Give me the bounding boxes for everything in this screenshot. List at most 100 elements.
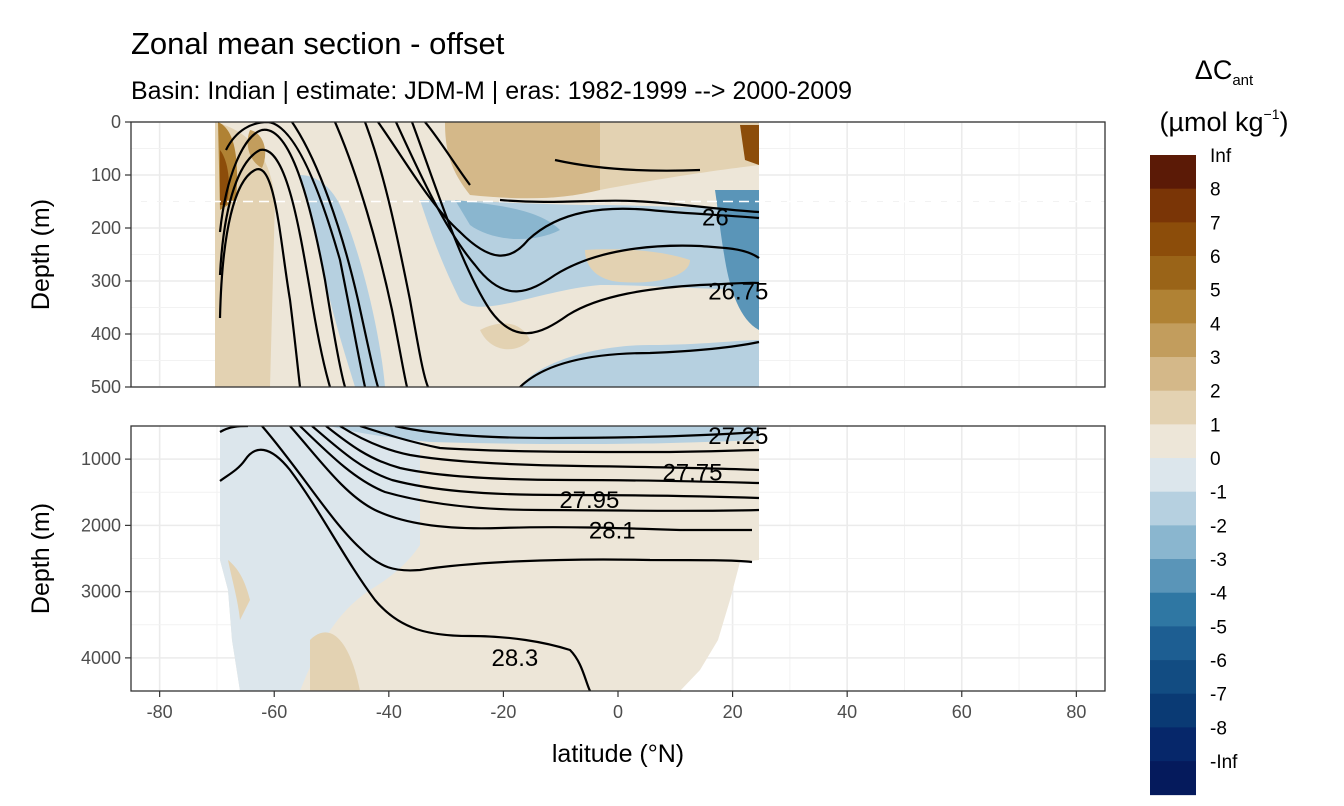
legend-color-swatch [1150,188,1196,223]
contour-line [218,148,332,387]
contour-line [554,158,701,172]
legend-label: -8 [1210,718,1227,739]
field-patch [740,125,759,165]
field-patch [228,560,250,620]
field-patch [445,122,600,199]
y-tick-label: 200 [91,218,121,238]
legend-color-swatch [1150,256,1196,291]
chart-subtitle: Basin: Indian | estimate: JDM-M | eras: … [131,77,852,105]
legend-title-subscript: ant [1232,72,1254,89]
legend-label: -4 [1210,584,1227,605]
legend-title-symbol: ΔC [1195,55,1233,85]
legend-units-suffix: ) [1280,107,1289,137]
contour-line [219,448,592,691]
legend-label: -7 [1210,685,1227,706]
legend-label: -3 [1210,550,1227,571]
field-patch [330,426,759,445]
legend-color-swatch [1150,525,1196,560]
legend-label: -2 [1210,516,1227,537]
field-patch [480,323,530,350]
field-patch [585,249,690,283]
legend-label: 8 [1210,180,1221,201]
legend-color-swatch [1150,458,1196,493]
contour-line [363,122,430,387]
color-legend: ΔCant (µmol kg−1) Inf 8 7 6 5 4 3 2 1 0 -1 -2 -3 -4 -5… [1150,55,1289,796]
legend-label: -Inf [1210,752,1238,773]
upper-y-axis: 0 100 200 300 400 500 [91,112,131,397]
contour-line [377,122,760,257]
y-tick-label: 2000 [81,515,121,535]
y-tick-label: 1000 [81,449,121,469]
lower-y-axis: 1000 2000 3000 4000 [81,449,131,668]
legend-color-swatch [1150,222,1196,257]
legend-label: 1 [1210,415,1221,436]
legend-label: 3 [1210,348,1221,369]
field-patch [220,426,420,691]
contour-line [519,340,760,387]
legend-label: Inf [1210,146,1232,167]
legend-label: 4 [1210,314,1221,335]
lower-panel-field [219,426,760,691]
y-axis-title-upper: Depth (m) [27,199,55,310]
legend-color-swatch [1150,592,1196,627]
contour-line [359,426,760,454]
legend-label: 5 [1210,281,1221,302]
contour-line [261,426,753,572]
contour-line [394,426,760,440]
legend-units-superscript: −1 [1264,106,1280,122]
y-tick-label: 3000 [81,582,121,602]
contour-line [410,122,760,335]
legend-label: -1 [1210,483,1227,504]
y-axis-title-lower: Depth (m) [27,503,55,614]
legend-color-swatch [1150,357,1196,392]
contour-line [289,426,752,532]
y-tick-label: 500 [91,377,121,397]
x-tick-label: 80 [1066,702,1086,722]
legend-color-swatch [1150,761,1196,796]
y-tick-label: 0 [111,112,121,132]
contour-line [291,122,380,387]
contour-line [395,122,760,293]
x-tick-label: 0 [613,702,623,722]
y-tick-label: 400 [91,324,121,344]
legend-color-swatch [1150,390,1196,425]
legend-label: -6 [1210,651,1227,672]
field-patch [247,130,266,168]
lower-panel: 1000 2000 3000 4000 [81,425,1106,692]
x-tick-label: -80 [147,702,173,722]
legend-color-swatch [1150,323,1196,358]
legend-color-swatch [1150,660,1196,695]
legend-color-swatch [1150,727,1196,762]
x-tick-label: -40 [376,702,402,722]
legend-color-swatch [1150,491,1196,526]
legend-color-swatch [1150,559,1196,594]
contour-line [339,426,760,472]
y-tick-label: 100 [91,165,121,185]
upper-panel-border [130,121,1106,388]
contour-line [225,122,367,387]
contour-label: 27.25 [708,423,768,450]
contour-label: 27.95 [559,487,619,514]
legend-color-swatch [1150,626,1196,661]
legend-title: ΔCant [1195,55,1254,89]
contour-line [499,198,760,214]
legend-color-swatch [1150,693,1196,728]
field-patch [300,175,385,387]
contour-labels: 26 26.75 27.25 27.75 27.95 28.1 28.3 [492,204,769,671]
contour-label: 27.75 [662,459,722,486]
chart-title: Zonal mean section - offset [131,26,505,61]
x-tick-label: 60 [952,702,972,722]
contour-label: 28.3 [492,645,539,672]
density-contours-lower [219,426,760,691]
y-tick-label: 300 [91,271,121,291]
legend-units: (µmol kg−1) [1159,106,1288,137]
field-patch [310,632,360,691]
x-tick-label: -60 [261,702,287,722]
contour-line [311,426,760,500]
field-patch [715,190,759,330]
legend-color-swatch [1150,155,1196,190]
legend-color-swatch [1150,424,1196,459]
upper-panel: 0 100 200 300 400 500 [91,112,1106,397]
x-tick-label: -20 [490,702,516,722]
